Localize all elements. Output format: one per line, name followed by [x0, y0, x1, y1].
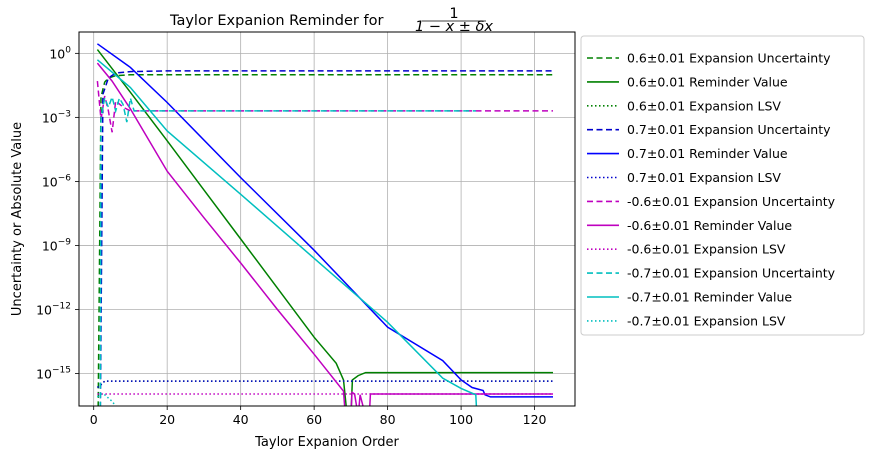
- x-tick-label: 60: [306, 412, 322, 427]
- title-formula-denominator: 1 − x ± δx: [415, 19, 493, 35]
- y-tick-label: 10−9: [42, 237, 71, 253]
- series-lines: [96, 43, 553, 406]
- legend-label: -0.6±0.01 Reminder Value: [627, 218, 792, 233]
- legend-label: -0.7±0.01 Expansion LSV: [627, 313, 786, 328]
- legend-label: 0.7±0.01 Expansion LSV: [627, 170, 781, 185]
- series-line-3: [99, 70, 553, 406]
- x-tick-label: 0: [90, 412, 98, 427]
- x-axis-label: Taylor Expanion Order: [254, 435, 399, 450]
- y-tick-label: 10−3: [42, 109, 71, 125]
- grid: [79, 32, 575, 406]
- x-tick-label: 100: [449, 412, 473, 427]
- series-line-1: [96, 49, 553, 406]
- x-axis: 0 20 40 60 80 100 120: [90, 406, 547, 427]
- y-axis: 100 10−3 10−6 10−9 10−12 10−15: [36, 45, 79, 381]
- x-tick-label: 40: [233, 412, 249, 427]
- legend-label: 0.6±0.01 Expansion LSV: [627, 98, 781, 113]
- series-line-0: [97, 73, 553, 406]
- title-formula-numerator: 1: [449, 6, 458, 22]
- series-line-4: [96, 43, 553, 398]
- series-line-7: [96, 62, 553, 406]
- y-tick-label: 100: [49, 45, 71, 61]
- x-tick-label: 80: [380, 412, 396, 427]
- y-tick-label: 10−15: [36, 365, 71, 381]
- y-tick-label: 10−12: [36, 301, 71, 317]
- x-tick-label: 20: [159, 412, 175, 427]
- plot-area: [79, 32, 575, 406]
- legend-label: -0.7±0.01 Expansion Uncertainty: [627, 266, 836, 281]
- legend-label: -0.6±0.01 Expansion LSV: [627, 242, 786, 257]
- x-tick-label: 120: [523, 412, 547, 427]
- plot-frame: [78, 31, 576, 407]
- legend-box: [580, 35, 865, 336]
- legend-label: -0.7±0.01 Reminder Value: [627, 290, 792, 305]
- legend-label: -0.6±0.01 Expansion Uncertainty: [627, 194, 836, 209]
- legend: 0.6±0.01 Expansion Uncertainty 0.6±0.01 R…: [580, 35, 865, 336]
- y-tick-label: 10−6: [42, 173, 71, 189]
- legend-label: 0.7±0.01 Reminder Value: [627, 146, 788, 161]
- series-line-10: [96, 59, 478, 406]
- legend-label: 0.6±0.01 Reminder Value: [627, 74, 788, 89]
- series-line-6: [96, 81, 553, 133]
- y-axis-label: Uncertainty or Absolute Value: [10, 122, 25, 316]
- legend-label: 0.7±0.01 Expansion Uncertainty: [627, 122, 831, 137]
- legend-label: 0.6±0.01 Expansion Uncertainty: [627, 51, 831, 66]
- chart-title: Taylor Expanion Reminder for: [169, 13, 383, 29]
- series-line-9: [99, 94, 476, 406]
